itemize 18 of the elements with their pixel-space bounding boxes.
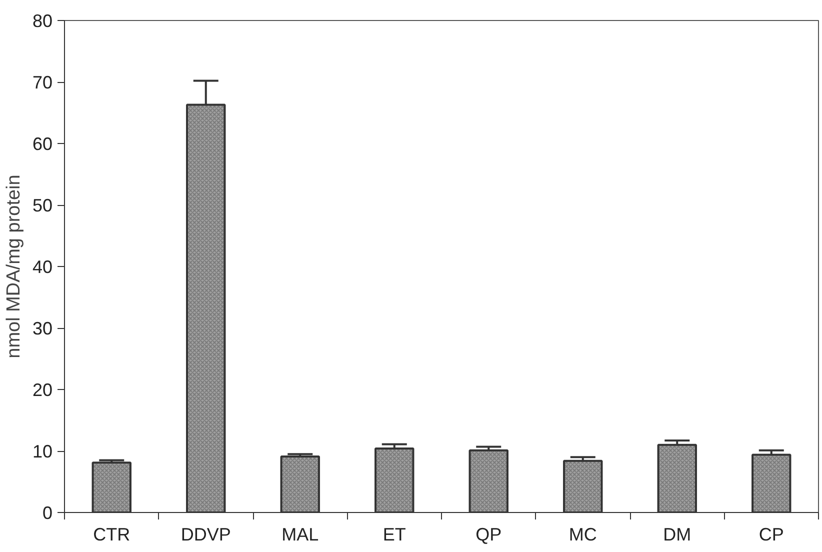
y-tick-label: 10 [32,442,53,462]
y-tick-label: 0 [42,503,53,523]
x-tick-label: DM [663,524,692,544]
y-tick-label: 60 [32,134,53,154]
y-tick-label: 30 [32,318,53,338]
x-tick-label: QP [476,524,502,544]
x-tick-label: ET [382,524,406,544]
x-tick-label: MC [568,524,597,544]
y-tick-label: 50 [32,196,53,216]
x-tick-label: CP [758,524,784,544]
y-tick-label: 70 [32,72,53,92]
y-tick-label: 40 [32,257,53,277]
y-tick-label: 20 [32,380,53,400]
y-tick-label: 80 [32,11,53,31]
y-axis-title: nmol MDA/mg protein [3,174,24,358]
x-tick-label: MAL [282,524,319,544]
x-tick-label: DDVP [180,524,231,544]
x-tick-label: CTR [93,524,130,544]
